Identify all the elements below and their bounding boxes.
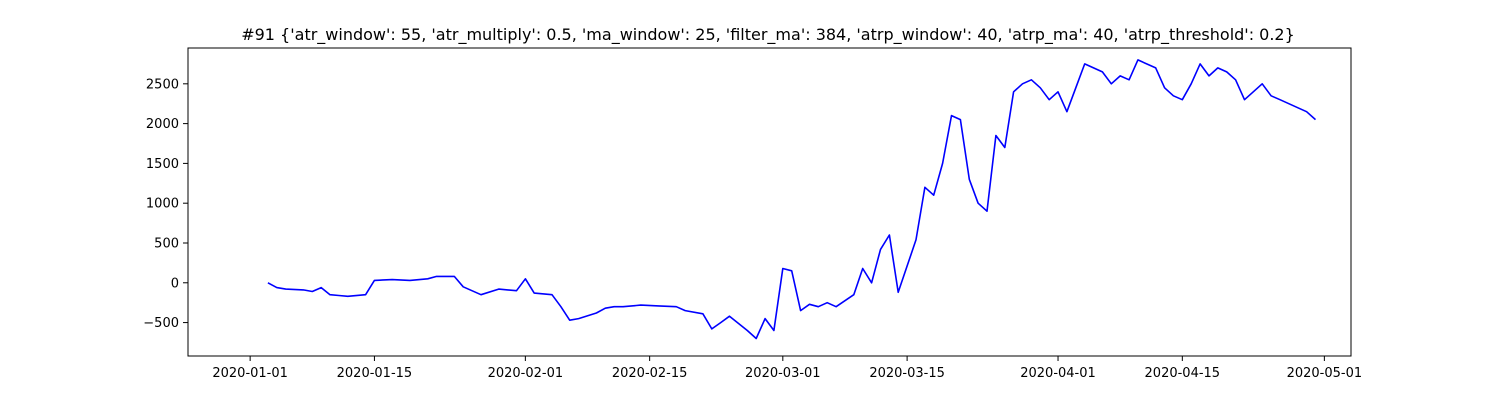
series-line-0 bbox=[267, 59, 1317, 340]
y-tick-label: 2500 bbox=[146, 77, 179, 92]
x-tick-label: 2020-05-01 bbox=[1287, 366, 1363, 381]
y-tick-label: 0 bbox=[171, 276, 179, 291]
x-tick-label: 2020-04-01 bbox=[1020, 366, 1096, 381]
x-tick-label: 2020-03-15 bbox=[869, 366, 945, 381]
plot-frame bbox=[187, 47, 1352, 357]
y-tick-label: 500 bbox=[154, 236, 179, 251]
y-tick-label: 2000 bbox=[146, 117, 179, 132]
y-tick-label: 1500 bbox=[146, 157, 179, 172]
y-tick-label: −500 bbox=[143, 316, 179, 331]
y-tick-label: 1000 bbox=[146, 197, 179, 212]
chart-title: #91 {'atr_window': 55, 'atr_multiply': 0… bbox=[241, 25, 1295, 45]
x-tick-label: 2020-01-15 bbox=[337, 366, 413, 381]
x-tick-label: 2020-03-01 bbox=[745, 366, 821, 381]
x-tick-label: 2020-01-01 bbox=[212, 366, 288, 381]
series-layer bbox=[267, 59, 1317, 340]
x-tick-label: 2020-02-15 bbox=[612, 366, 688, 381]
x-tick-label: 2020-02-01 bbox=[488, 366, 564, 381]
axis-ticks: 2020-01-01 2020-01-15 2020-02-01 2020-02-15… bbox=[143, 77, 1362, 381]
x-tick-label: 2020-04-15 bbox=[1145, 366, 1221, 381]
